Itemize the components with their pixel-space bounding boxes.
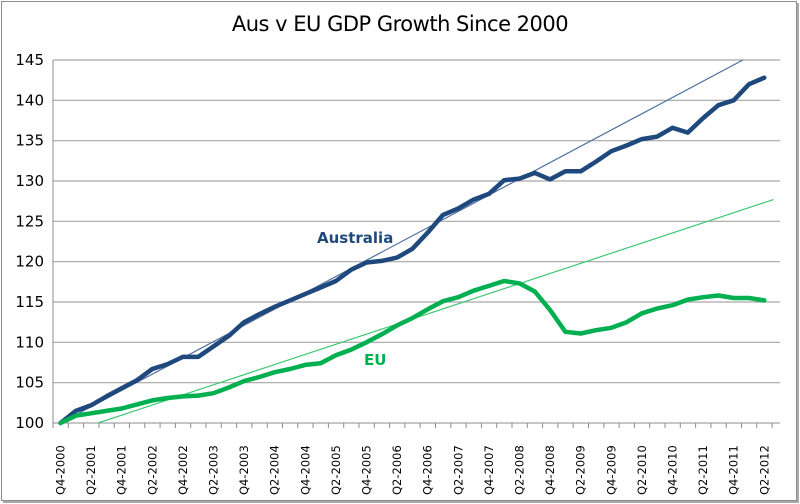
trendline-eu bbox=[97, 198, 774, 424]
y-tick-label: 135 bbox=[15, 132, 44, 150]
x-tick-label: Q2-2009 bbox=[574, 445, 588, 495]
x-tick-label: Q2-2001 bbox=[84, 445, 98, 495]
x-tick-label: Q4-2004 bbox=[298, 445, 312, 495]
y-tick-label: 100 bbox=[15, 414, 44, 432]
x-tick-label: Q2-2008 bbox=[513, 445, 527, 495]
x-tick-label: Q2-2004 bbox=[268, 445, 282, 495]
x-tick-label: Q4-2001 bbox=[115, 445, 129, 495]
x-tick-label: Q2-2002 bbox=[145, 445, 159, 495]
x-tick-label: Q4-2003 bbox=[237, 445, 251, 495]
y-tick-label: 115 bbox=[15, 293, 44, 311]
x-tick-label: Q4-2000 bbox=[54, 445, 68, 495]
annotation-eu: EU bbox=[364, 351, 386, 369]
x-tick-label: Q4-2006 bbox=[421, 445, 435, 495]
x-tick-label: Q2-2003 bbox=[207, 445, 221, 495]
x-tick-label: Q2-2006 bbox=[390, 445, 404, 495]
series-line-eu bbox=[58, 278, 767, 426]
y-tick-label: 110 bbox=[15, 333, 44, 351]
y-tick-label: 140 bbox=[15, 91, 44, 109]
x-tick-label: Q4-2002 bbox=[176, 445, 190, 495]
y-tick-label: 105 bbox=[15, 374, 44, 392]
y-tick-label: 145 bbox=[15, 51, 44, 69]
x-tick-label: Q2-2010 bbox=[635, 445, 649, 495]
x-tick-label: Q4-2005 bbox=[360, 445, 374, 495]
gridlines bbox=[53, 59, 780, 384]
y-axis-ticks: 100 105 110 115 120 125 130 135 140 145 bbox=[15, 51, 44, 432]
x-tick-label: Q4-2008 bbox=[543, 445, 557, 495]
y-tick-label: 120 bbox=[15, 253, 44, 271]
x-tick-label: Q2-2011 bbox=[696, 445, 710, 495]
series-lines bbox=[58, 75, 767, 426]
x-tick-label: Q2-2005 bbox=[329, 445, 343, 495]
x-tick-label: Q4-2010 bbox=[666, 445, 680, 495]
x-tick-label: Q4-2011 bbox=[727, 445, 741, 495]
y-tick-label: 130 bbox=[15, 172, 44, 190]
x-tick-label: Q4-2007 bbox=[482, 445, 496, 495]
chart-title: Aus v EU GDP Growth Since 2000 bbox=[231, 12, 569, 36]
x-tick-label: Q2-2012 bbox=[757, 445, 771, 495]
trendline-australia bbox=[60, 59, 744, 424]
x-axis: Q4-2000 Q2-2001 Q4-2001 Q2-2002 Q4-2002 Q2-20… bbox=[52, 60, 780, 495]
annotation-australia: Australia bbox=[317, 229, 393, 247]
x-tick-label: Q2-2007 bbox=[451, 445, 465, 495]
x-tick-label: Q4-2009 bbox=[604, 445, 618, 495]
y-tick-label: 125 bbox=[15, 212, 44, 230]
series-line-australia bbox=[58, 75, 767, 426]
